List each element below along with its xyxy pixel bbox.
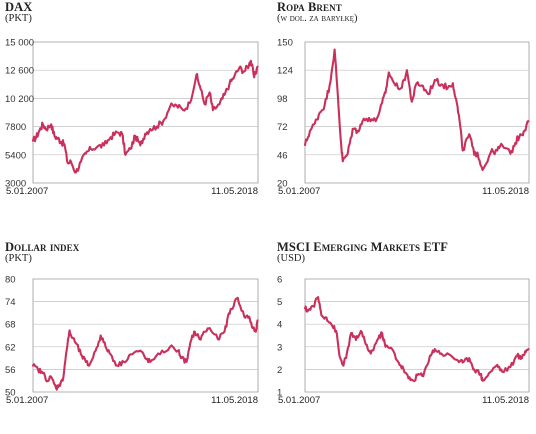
dollar-index-y-tick-label: 56: [5, 365, 16, 376]
dollar-index-y-tick-label: 74: [5, 297, 16, 308]
dax-y-tick-label: 12 600: [5, 66, 34, 77]
msci-em-etf-chart-panel: MSCI Emerging Markets ETF (USD) 1 2 3 4 5 6 5.…: [277, 240, 536, 434]
dollar-index-chart-title: Dollar index: [5, 240, 80, 254]
msci-em-etf-y-tick-label: 5: [277, 297, 282, 308]
dollar-index-series-line: [31, 296, 259, 391]
dax-x-end-label: 11.05.2018: [211, 186, 258, 197]
dollar-index-x-end-label: 11.05.2018: [211, 395, 258, 406]
brent-chart: 20 46 72 98 124 150 5.01.2007 11.05.2018: [277, 38, 530, 197]
msci-em-etf-y-tick-label: 3: [277, 342, 282, 353]
msci-em-etf-chart-unit: (USD): [277, 253, 305, 264]
brent-chart-title: Ropa Brent: [277, 0, 342, 14]
msci-em-etf-y-tick-label: 2: [277, 365, 282, 376]
dollar-index-plot-frame: [32, 278, 259, 393]
brent-x-start-label: 5.01.2007: [278, 186, 320, 197]
dax-y-tick-label: 15 000: [5, 38, 34, 49]
brent-chart-panel: Ropa Brent (w dol. za baryłkę) 20 46 72 98 1…: [277, 0, 536, 205]
dollar-index-chart-panel: Dollar index (PKT) 50 56 62 68 74 80 5.01.2007…: [5, 240, 265, 434]
brent-y-tick-label: 46: [277, 150, 288, 161]
msci-em-etf-plot-frame: [304, 278, 530, 393]
brent-x-end-label: 11.05.2018: [482, 186, 529, 197]
dollar-index-y-tick-label: 68: [5, 320, 16, 331]
brent-y-tick-label: 150: [277, 38, 293, 49]
dax-chart-title: DAX: [5, 0, 33, 14]
msci-em-etf-y-tick-label: 1: [277, 388, 282, 399]
dax-series-line: [31, 59, 259, 174]
msci-em-etf-chart: 1 2 3 4 5 6 5.01.2007 11.05.2018: [277, 275, 530, 406]
dax-x-start-label: 5.01.2007: [6, 186, 48, 197]
dollar-index-y-tick-label: 62: [5, 342, 16, 353]
msci-em-etf-x-start-label: 5.01.2007: [278, 395, 320, 406]
dax-chart: 3000 5400 7800 10 200 12 600 15 000 5.01.2007 1…: [5, 38, 259, 197]
brent-y-tick-label: 98: [277, 94, 288, 105]
dollar-index-y-tick-label: 80: [5, 275, 16, 286]
dax-chart-panel: DAX (PKT) 3000 5400 7800 10 200 12 600 15 000…: [5, 0, 265, 205]
dax-y-tick-label: 3000: [5, 179, 26, 190]
dax-y-tick-label: 10 200: [5, 94, 34, 105]
brent-y-tick-label: 20: [277, 179, 288, 190]
dax-plot-frame: [32, 41, 259, 184]
dollar-index-x-start-label: 5.01.2007: [6, 395, 48, 406]
msci-em-etf-x-end-label: 11.05.2018: [482, 395, 529, 406]
msci-em-etf-y-tick-label: 6: [277, 275, 282, 286]
msci-em-etf-chart-title: MSCI Emerging Markets ETF: [277, 240, 448, 254]
msci-em-etf-series-line: [303, 296, 530, 383]
brent-plot-frame: [304, 41, 530, 184]
dax-y-tick-label: 5400: [5, 150, 26, 161]
brent-y-tick-label: 124: [277, 66, 293, 77]
dollar-index-chart-unit: (PKT): [5, 253, 32, 264]
brent-chart-unit: (w dol. za baryłkę): [277, 13, 358, 24]
dollar-index-chart: 50 56 62 68 74 80 5.01.2007 11.05.2018: [5, 275, 259, 406]
dax-chart-unit: (PKT): [5, 13, 32, 24]
brent-y-tick-label: 72: [277, 122, 288, 133]
msci-em-etf-y-tick-label: 4: [277, 320, 282, 331]
brent-series-line: [303, 48, 530, 172]
dollar-index-y-tick-label: 50: [5, 388, 16, 399]
dax-y-tick-label: 7800: [5, 122, 26, 133]
